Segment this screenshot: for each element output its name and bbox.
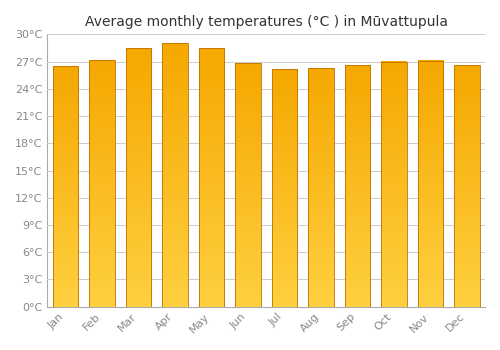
Bar (272, 69, 297, 307)
Bar (418, 61, 443, 307)
Bar (162, 43, 188, 307)
Bar (126, 48, 152, 307)
Bar (381, 62, 406, 307)
Bar (454, 65, 479, 307)
Bar (90, 60, 115, 307)
Bar (198, 48, 224, 307)
Bar (235, 63, 260, 307)
Bar (308, 68, 334, 307)
Bar (344, 65, 370, 307)
Title: Average monthly temperatures (°C ) in Mūvattupula: Average monthly temperatures (°C ) in Mū… (84, 15, 448, 29)
Bar (53, 66, 78, 307)
